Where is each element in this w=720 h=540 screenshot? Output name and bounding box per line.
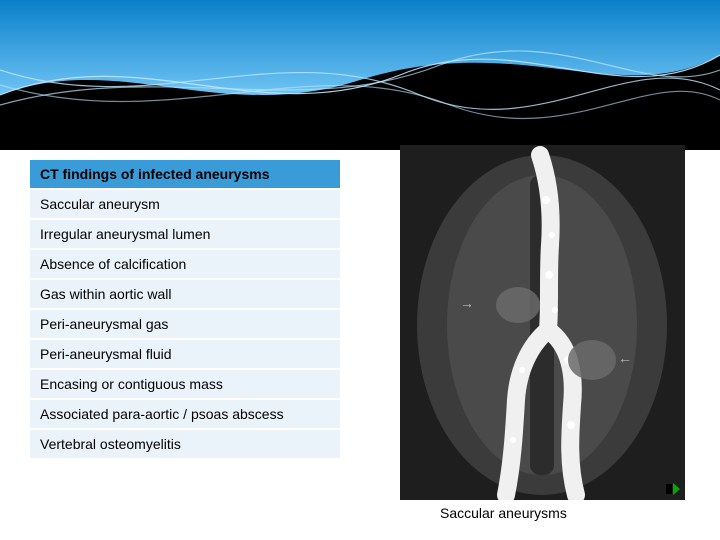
table-row: Vertebral osteomyelitis: [30, 430, 340, 460]
slide-header: [0, 0, 720, 150]
table-row: Encasing or contiguous mass: [30, 370, 340, 400]
play-next-icon[interactable]: [666, 483, 680, 495]
table-row: Peri-aneurysmal gas: [30, 310, 340, 340]
annotation-arrow-icon: ←: [618, 350, 632, 366]
ct-scan-image: → ←: [400, 145, 685, 500]
table-header: CT findings of infected aneurysms: [30, 160, 340, 190]
annotation-arrow-icon: →: [460, 295, 474, 311]
ct-caption: Saccular aneurysms: [440, 505, 567, 521]
table-row: Irregular aneurysmal lumen: [30, 220, 340, 250]
table-row: Gas within aortic wall: [30, 280, 340, 310]
slide-content: CT findings of infected aneurysms Saccul…: [0, 160, 720, 540]
table-row: Saccular aneurysm: [30, 190, 340, 220]
ct-svg: [400, 145, 685, 500]
table-row: Absence of calcification: [30, 250, 340, 280]
wave-graphic: [0, 0, 720, 150]
table-row: Peri-aneurysmal fluid: [30, 340, 340, 370]
table-row: Associated para-aortic / psoas abscess: [30, 400, 340, 430]
findings-table: CT findings of infected aneurysms Saccul…: [30, 160, 340, 460]
